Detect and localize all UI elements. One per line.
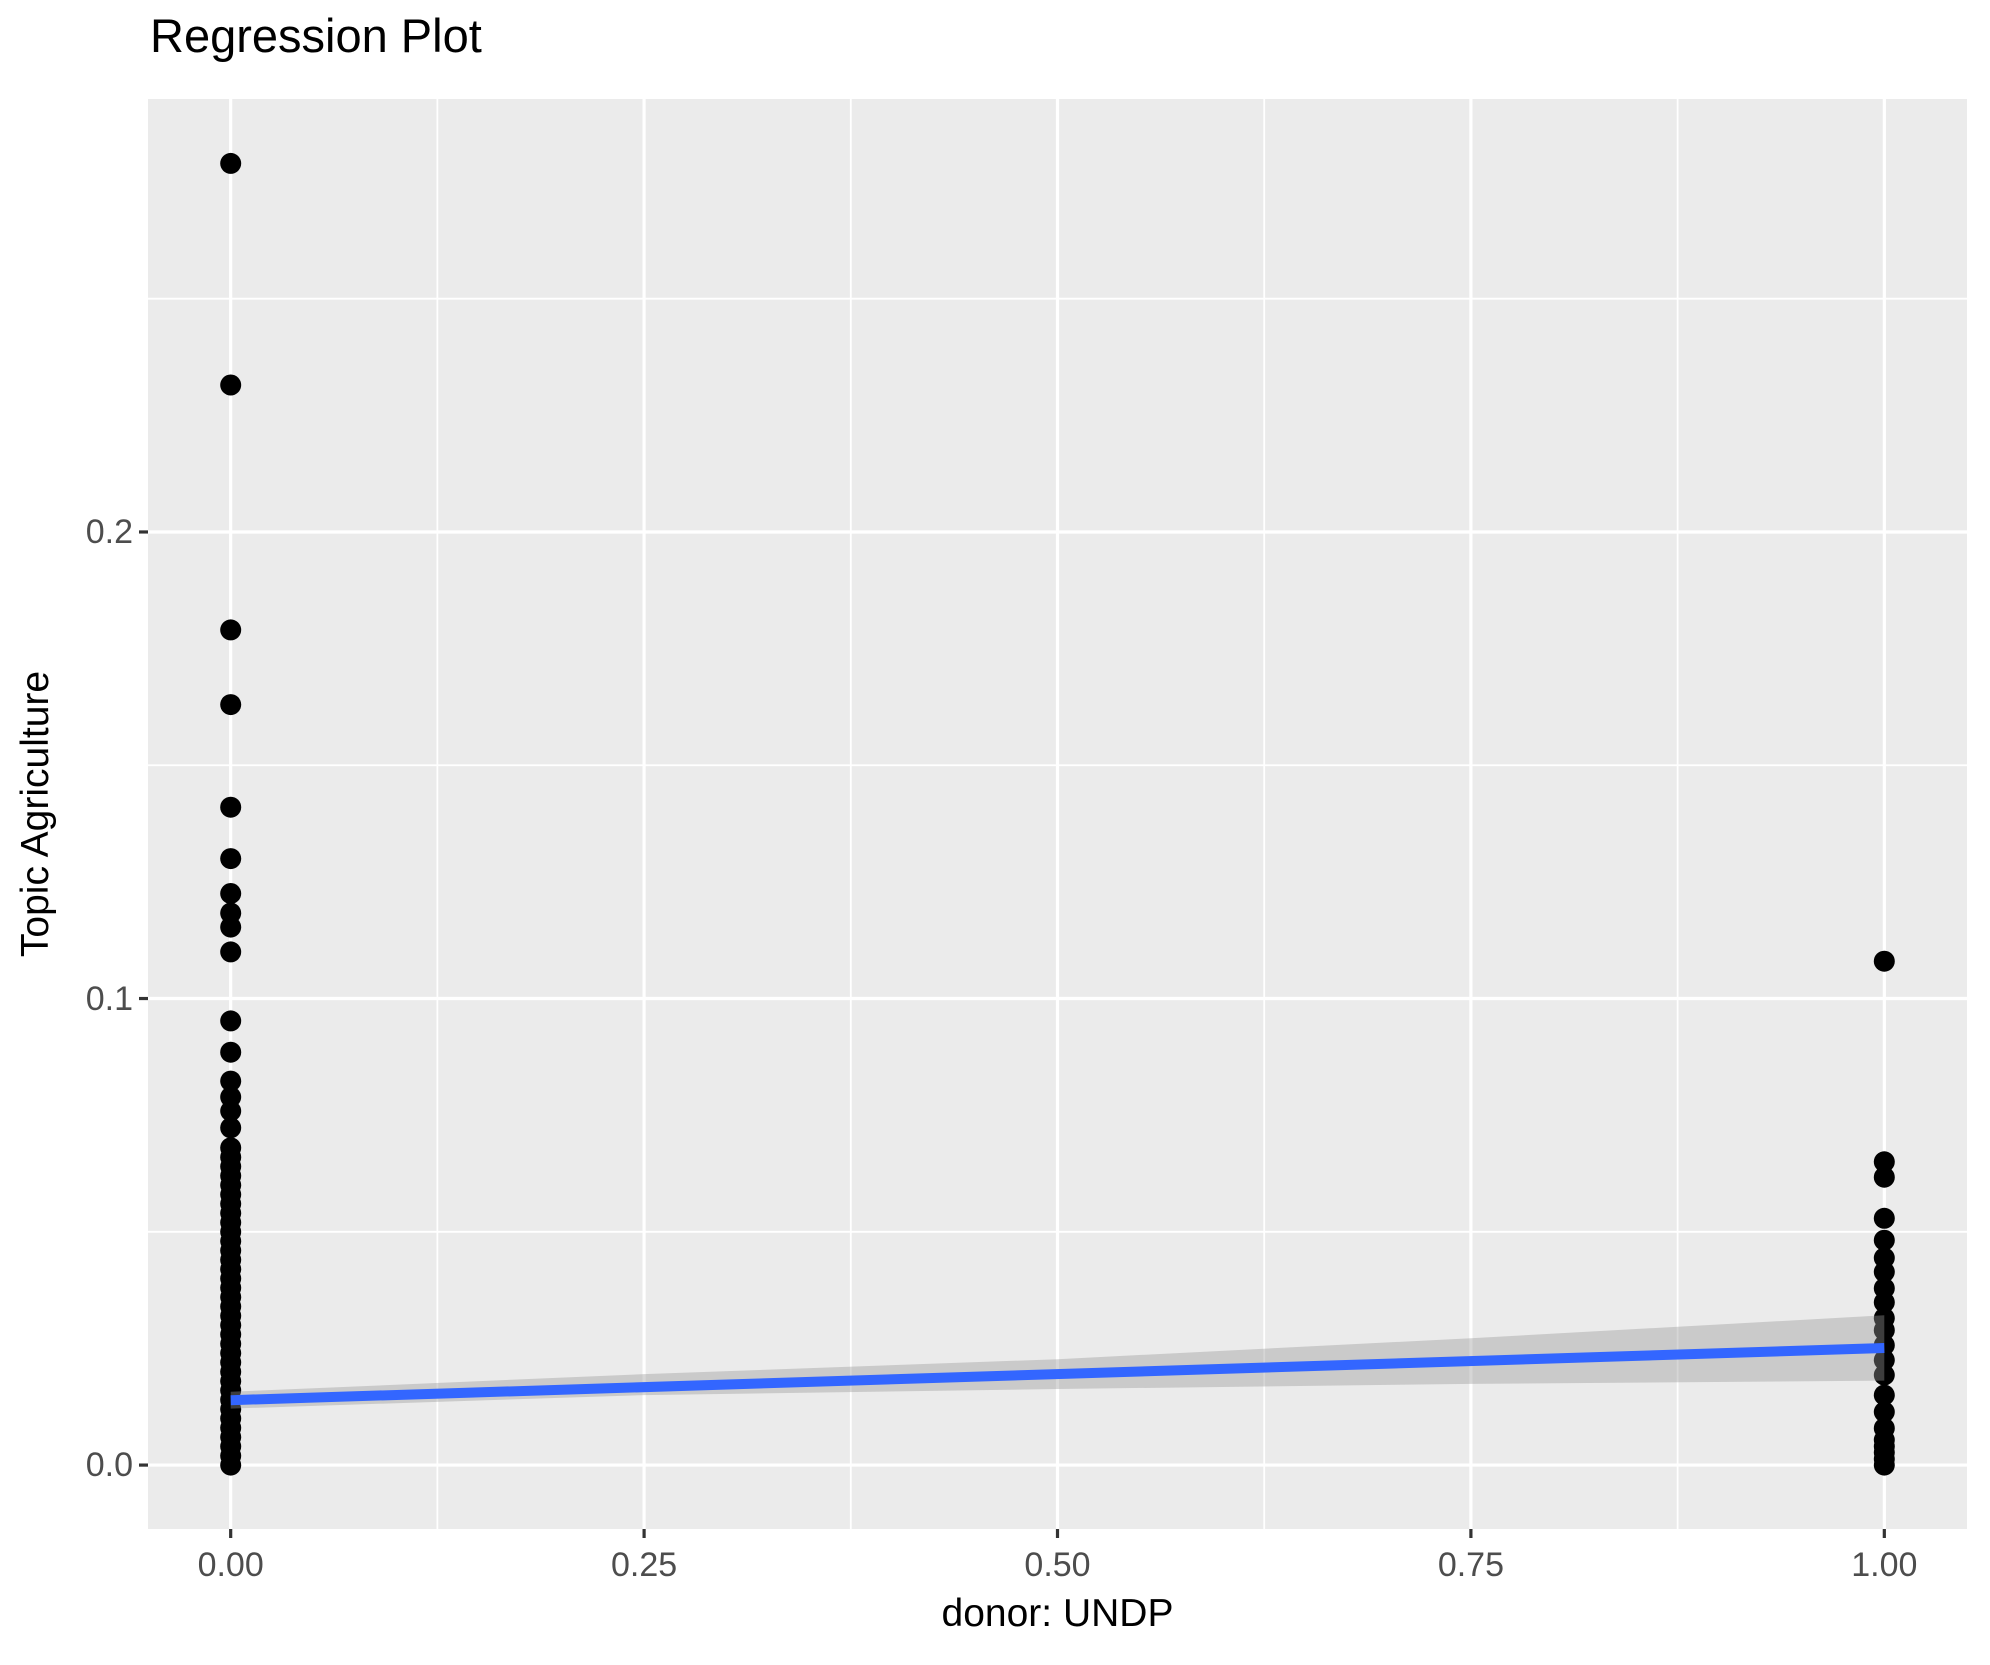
data-point [220, 848, 242, 870]
data-point [220, 1117, 242, 1139]
data-point [1873, 1401, 1895, 1423]
data-point [1873, 1151, 1895, 1173]
data-point [1873, 1349, 1895, 1371]
data-point [220, 374, 242, 396]
data-point [220, 916, 242, 938]
y-tick-label: 0.1 [85, 979, 133, 1018]
x-axis-title: donor: UNDP [941, 1592, 1174, 1635]
data-point [220, 883, 242, 904]
data-point [220, 796, 242, 818]
data-point [220, 941, 242, 963]
data-point [1873, 1166, 1895, 1188]
data-point [1873, 1319, 1895, 1341]
data-point [1873, 1229, 1895, 1251]
y-axis-title: Topic Agriculture [14, 670, 57, 958]
data-point [220, 1070, 242, 1092]
x-tick-label: 0.50 [1024, 1546, 1091, 1584]
x-tick-label: 0.75 [1437, 1546, 1504, 1584]
data-point [220, 694, 242, 716]
scatter-points [220, 152, 1895, 1476]
regression-line [230, 1343, 1885, 1406]
data-point [220, 1010, 242, 1032]
data-point [1873, 1291, 1895, 1313]
data-point [1873, 1384, 1895, 1406]
data-point [1873, 1207, 1895, 1229]
data-point [1873, 950, 1895, 972]
y-tick-label: 0.0 [85, 1446, 133, 1485]
axis-tick-marks [139, 530, 1886, 1538]
data-point [220, 1041, 242, 1063]
x-tick-label: 0.25 [610, 1546, 678, 1584]
data-point [1873, 1454, 1895, 1476]
data-point [220, 1100, 242, 1122]
data-point [1873, 1364, 1895, 1386]
x-tick-label: 1.00 [1851, 1546, 1918, 1584]
data-point [1873, 1261, 1895, 1283]
data-point [220, 619, 242, 641]
chart-title: Regression Plot [150, 9, 482, 62]
data-point [220, 152, 242, 174]
y-tick-label: 0.2 [85, 512, 133, 551]
data-point [220, 1454, 242, 1476]
x-tick-label: 0.00 [197, 1546, 264, 1584]
